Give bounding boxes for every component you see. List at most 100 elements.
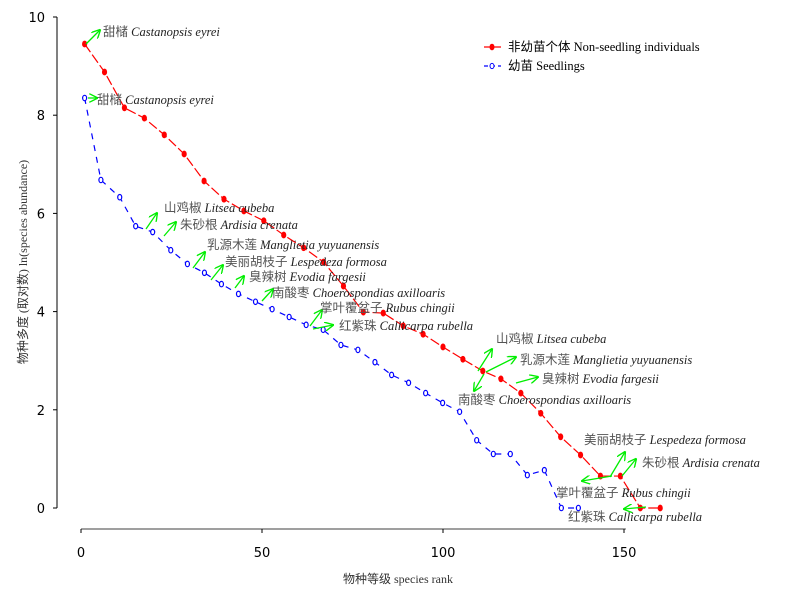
annotation-arrow <box>515 377 538 384</box>
seedling-point <box>82 94 88 102</box>
y-tick-label: 0 <box>37 502 45 517</box>
non-seedling-point <box>577 451 584 459</box>
seedlings-line <box>84 97 579 509</box>
seedling-point <box>338 341 344 349</box>
y-axis-label: 物种多度 (取对数) ln(species abundance) <box>15 160 30 364</box>
annotation-arrow <box>163 222 176 237</box>
non-seedling-point <box>241 207 247 215</box>
seedling-point <box>575 504 581 512</box>
annotation-label: 红紫珠 Callicarpa rubella <box>339 318 473 333</box>
non-seedling-point <box>380 309 386 317</box>
seedling-point <box>269 305 275 313</box>
non-seedling-point <box>498 375 504 383</box>
annotation-label: 朱砂根 Ardisia crenata <box>642 456 760 470</box>
x-tick-label: 100 <box>431 546 456 561</box>
legend-label: 幼苗 Seedlings <box>508 59 585 73</box>
annotation-label: 朱砂根 Ardisia crenata <box>180 218 298 232</box>
annotation-arrow <box>210 265 223 281</box>
annotation-arrow <box>192 252 205 269</box>
annotation-arrow <box>624 507 647 509</box>
seedling-point <box>440 399 446 407</box>
y-tick-label: 6 <box>37 207 45 222</box>
seedling-point <box>474 436 480 444</box>
annotation-label: 南酸枣 Choerospondias axilloaris <box>272 285 445 300</box>
non-seedling-point <box>340 282 347 290</box>
non-seedling-point <box>161 131 167 139</box>
seedling-point <box>201 269 208 277</box>
annotation-label: 掌叶覆盆子 Rubus chingii <box>320 301 455 315</box>
non-seedling-point <box>121 104 128 112</box>
annotation-label: 山鸡椒 Litsea cubeba <box>164 200 274 215</box>
legend-label: 非幼苗个体 Non-seedling individuals <box>508 40 700 54</box>
y-tick-label: 4 <box>37 306 45 321</box>
non-seedling-point <box>538 409 544 417</box>
y-tick-label: 10 <box>28 11 45 26</box>
non-seedling-point <box>558 433 564 441</box>
seedling-point <box>235 290 242 298</box>
annotation-label: 南酸枣 Choerospondias axilloaris <box>458 392 631 407</box>
seedling-point <box>252 298 259 306</box>
non-seedling-point <box>320 258 327 266</box>
seedling-point <box>406 379 412 387</box>
legend-marker <box>489 43 495 51</box>
annotation-arrow <box>261 289 273 302</box>
annotation-arrow <box>312 325 333 329</box>
seedling-point <box>423 389 429 397</box>
non-seedling-point <box>201 177 207 185</box>
non-seedling-point <box>420 330 426 338</box>
annotation-arrow <box>621 459 636 477</box>
seedling-point <box>184 260 191 268</box>
seedling-point <box>541 466 547 474</box>
seedling-point <box>303 321 309 329</box>
x-tick-label: 150 <box>612 546 637 561</box>
non-seedling-point <box>657 504 663 512</box>
seedling-point <box>507 450 513 458</box>
seedling-point <box>490 450 496 458</box>
non-seedling-point <box>400 322 406 330</box>
non-seedling-point <box>141 114 147 122</box>
annotation-label: 臭辣树 Evodia fargesii <box>249 269 366 284</box>
seedling-point <box>372 358 378 366</box>
seedling-point <box>388 371 395 379</box>
non-seedling-point <box>281 231 287 239</box>
legend: 非幼苗个体 Non-seedling individuals 幼苗 Seedlin… <box>484 40 700 73</box>
x-tick-label: 50 <box>254 546 271 561</box>
seedling-point <box>524 471 530 479</box>
x-tick-label: 0 <box>77 546 85 561</box>
non-seedling-point <box>181 150 187 158</box>
non-seedling-point <box>360 308 366 316</box>
seedling-point <box>355 346 361 354</box>
x-axis-label: 物种等级 species rank <box>343 572 453 586</box>
annotation-label: 臭辣树 Evodia fargesii <box>542 371 659 386</box>
annotation-arrow <box>309 310 322 327</box>
annotation-label: 红紫珠 Callicarpa rubella <box>568 509 702 524</box>
y-tick-label: 8 <box>37 109 45 124</box>
annotation-arrow <box>485 357 516 373</box>
non-seedling-point <box>460 355 466 363</box>
annotation-label: 掌叶覆盆子 Rubus chingii <box>556 486 691 500</box>
annotation-label: 甜槠 Castanopsis eyrei <box>103 24 220 39</box>
non-seedling-point <box>518 389 524 397</box>
annotation-label: 美丽胡枝子 Lespedeza formosa <box>584 432 746 447</box>
non-seedling-point <box>440 343 446 351</box>
seedling-point <box>286 313 292 321</box>
non-seedling-point <box>301 244 307 252</box>
y-tick-label: 2 <box>37 404 45 419</box>
seedling-point <box>168 246 174 254</box>
annotation-arrow <box>85 30 100 45</box>
annotation-arrow <box>234 276 244 289</box>
non-seedling-point <box>101 68 108 76</box>
seedling-point <box>457 408 463 416</box>
non-seedling-point <box>480 367 486 375</box>
non-seedling-point <box>617 472 623 480</box>
seedling-point <box>218 280 225 288</box>
annotation-arrow <box>474 373 485 391</box>
annotation-arrow <box>609 452 625 478</box>
seedling-point <box>558 504 564 512</box>
non-seedling-point <box>82 40 88 48</box>
annotation-arrow <box>477 349 492 372</box>
non-seedling-point <box>221 195 227 203</box>
annotation-arrow <box>582 476 613 481</box>
non-seedling-point <box>261 217 267 225</box>
